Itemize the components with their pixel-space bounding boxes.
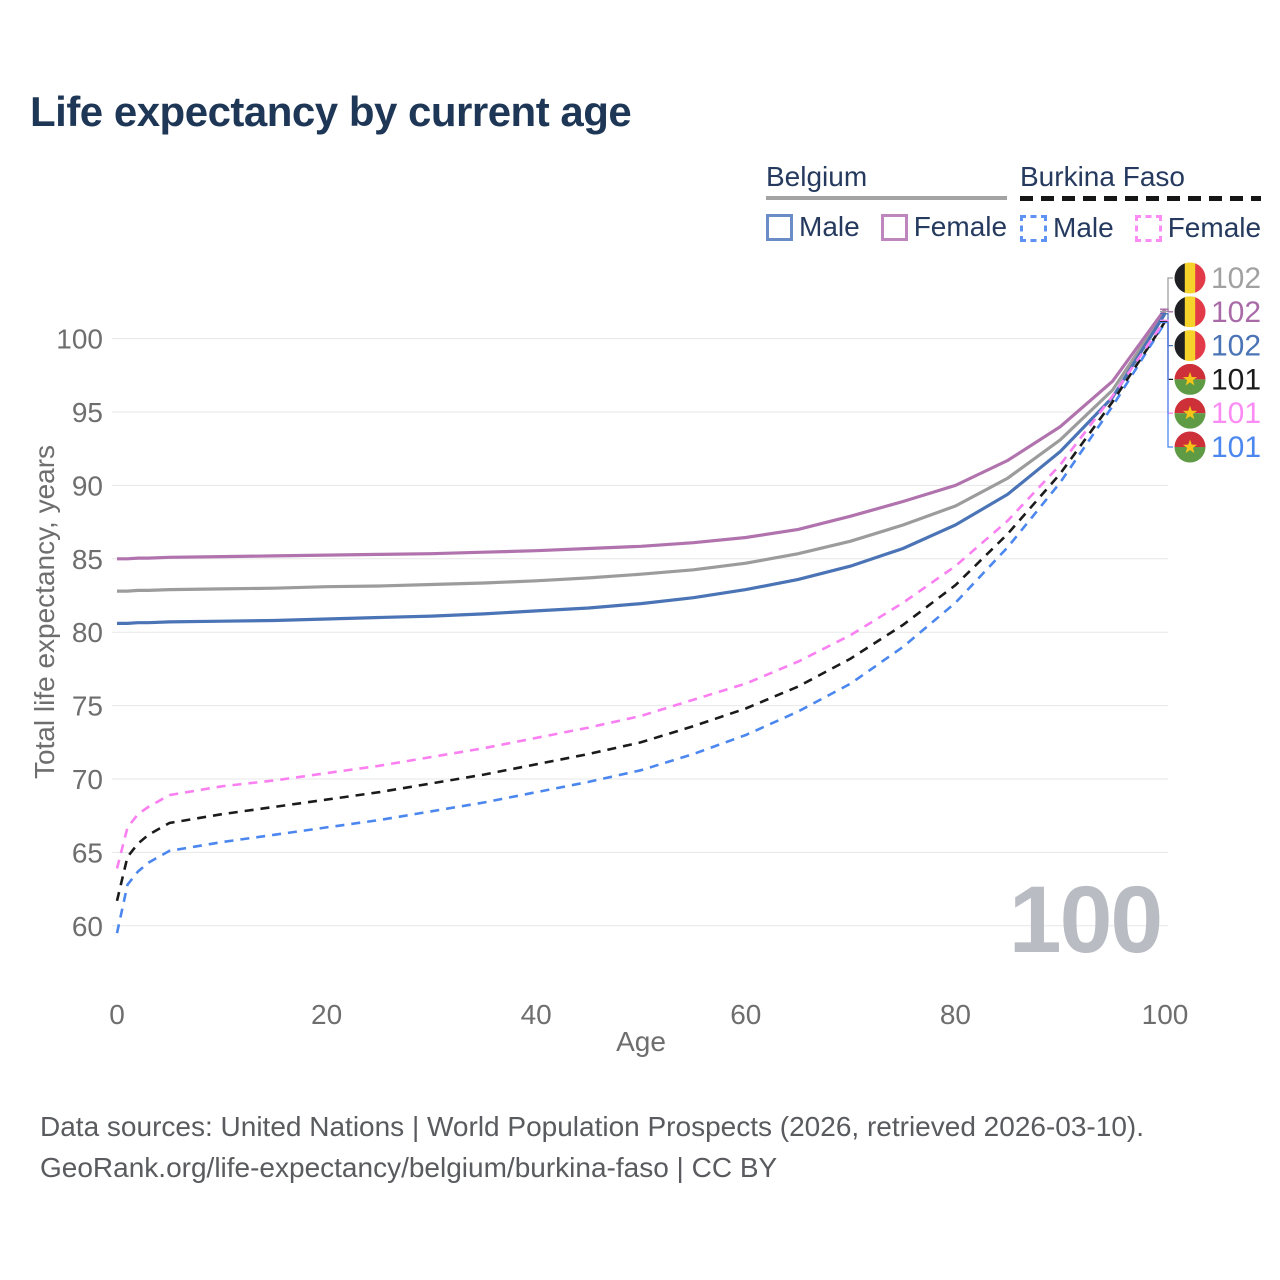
legend-item-belgium-female[interactable]: Female (880, 211, 1008, 243)
end-value-label-0: 102 (1211, 262, 1261, 295)
legend-country-burkina-faso-label: Burkina Faso (1020, 161, 1185, 192)
legend-item-burkina-faso-male[interactable]: Male (1020, 212, 1114, 244)
belgium-female-checkbox-icon[interactable] (880, 213, 908, 241)
end-value-label-3: 101 (1211, 363, 1261, 396)
flag-icon-burkina-faso (1174, 397, 1206, 429)
burkina-faso-female-label: Female (1167, 212, 1262, 243)
y-tick-label-85: 85 (72, 544, 103, 575)
burkina-faso-line-style-swatch (1020, 196, 1262, 201)
legend-item-burkina-faso-female[interactable]: Female (1134, 212, 1262, 244)
x-tick-label-20: 20 (311, 999, 342, 1030)
end-value-label-1: 102 (1211, 296, 1261, 329)
burkina-faso-male-label: Male (1053, 212, 1114, 243)
belgium-male-label: Male (799, 211, 860, 242)
legend-group-belgium: Belgium Male Female (766, 161, 1008, 243)
y-tick-label-80: 80 (72, 617, 103, 648)
burkina-faso-male-checkbox-icon[interactable] (1020, 214, 1047, 242)
x-tick-label-60: 60 (730, 999, 761, 1030)
flag-icon-burkina-faso (1174, 363, 1206, 395)
leader-line-5 (1160, 321, 1173, 448)
flag-icon-belgium (1174, 296, 1206, 328)
end-value-label-5: 101 (1211, 431, 1261, 464)
x-axis-title: Age (616, 1026, 666, 1057)
flag-icon-burkina-faso (1174, 431, 1206, 463)
x-tick-label-40: 40 (521, 999, 552, 1030)
burkina-faso-female-checkbox-icon[interactable] (1134, 214, 1162, 242)
series-line-burkina-faso-female (115, 319, 1167, 869)
x-tick-label-100: 100 (1142, 999, 1189, 1030)
y-tick-label-100: 100 (56, 324, 103, 355)
y-tick-label-90: 90 (72, 470, 103, 501)
end-value-label-2: 102 (1211, 330, 1261, 363)
leader-line-0 (1160, 277, 1173, 313)
belgium-female-label: Female (913, 211, 1008, 242)
series-line-belgium-both-sexes (117, 310, 1167, 593)
y-tick-label-65: 65 (72, 837, 103, 868)
legend-item-belgium-male[interactable]: Male (766, 211, 860, 243)
flag-icon-belgium (1174, 330, 1206, 362)
belgium-male-checkbox-icon[interactable] (766, 213, 793, 241)
leader-line-4 (1160, 319, 1173, 414)
source-line-1: Data sources: United Nations | World Pop… (40, 1111, 1145, 1142)
source-line-2: GeoRank.org/life-expectancy/belgium/burk… (40, 1152, 778, 1183)
end-value-label-4: 101 (1211, 397, 1261, 430)
leader-line-1 (1160, 308, 1173, 313)
page-title: Life expectancy by current age (30, 88, 632, 135)
y-axis-title: Total life expectancy, years (29, 444, 60, 780)
data-source-note: Data sources: United Nations | World Pop… (40, 1106, 1144, 1188)
series-line-burkina-faso-both-sexes (115, 320, 1167, 902)
series-line-belgium-male (117, 312, 1167, 625)
y-tick-label-95: 95 (72, 397, 103, 428)
series-line-burkina-faso-male (115, 321, 1167, 934)
x-tick-label-0: 0 (109, 999, 125, 1030)
x-tick-label-80: 80 (940, 999, 971, 1030)
belgium-line-style-swatch (766, 196, 1008, 200)
series-line-belgium-female (117, 308, 1167, 561)
y-tick-label-70: 70 (72, 764, 103, 795)
age-cursor-watermark: 100 (1009, 867, 1162, 973)
legend-group-burkina-faso: Burkina Faso Male Female (1020, 161, 1262, 244)
leader-line-3 (1160, 321, 1173, 381)
flag-icon-belgium (1174, 262, 1206, 294)
y-tick-label-60: 60 (72, 911, 103, 942)
y-tick-label-75: 75 (72, 691, 103, 722)
legend-country-belgium-label: Belgium (766, 161, 868, 192)
